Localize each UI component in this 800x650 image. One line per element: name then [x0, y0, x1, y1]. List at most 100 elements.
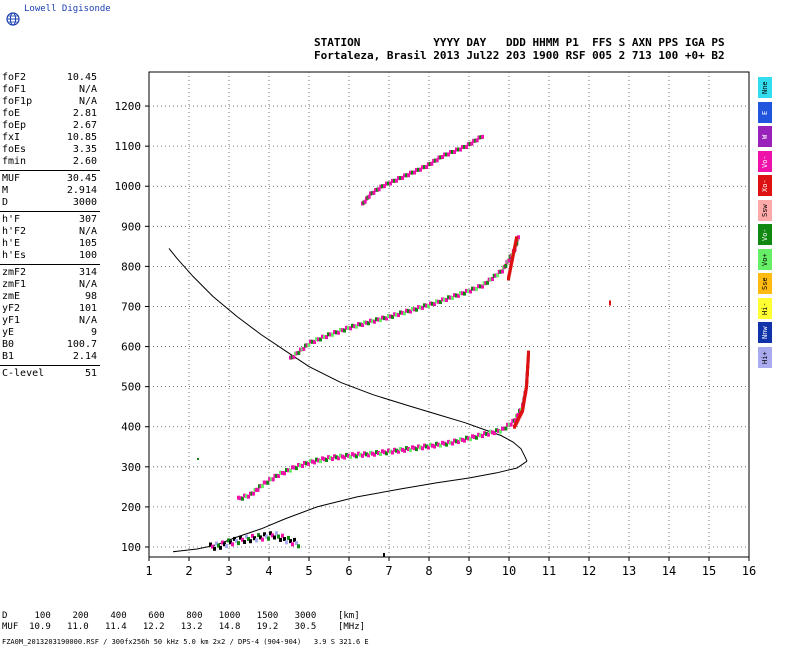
y-tick-label: 1200 [115, 100, 142, 113]
param-row: foF2 10.45 [0, 72, 100, 84]
trace-2f-point [491, 277, 494, 281]
trace-2f-point [473, 286, 476, 291]
y-tick-label: 700 [121, 300, 141, 313]
trace-x-point [525, 382, 529, 387]
trace-f-point [321, 456, 324, 461]
trace-3f-point [451, 150, 454, 154]
trace-f-point [415, 447, 418, 452]
trace-3f-point [379, 184, 383, 189]
trace-3f-point [457, 147, 460, 152]
trace-3f-point [426, 162, 430, 167]
param-separator [0, 211, 100, 212]
trace-f-point [355, 454, 358, 459]
trace-f-point [383, 450, 386, 455]
trace-x-point [525, 380, 529, 385]
trace-3f-point [472, 138, 476, 143]
trace-f-point [349, 454, 352, 459]
trace-f-point [329, 456, 332, 460]
trace-3f-point [381, 184, 384, 189]
trace-e-point [217, 543, 220, 548]
trace-f-point [268, 477, 272, 482]
trace-f-point [363, 451, 366, 456]
trace-2f-point [395, 312, 398, 317]
param-row: foEs 3.35 [0, 144, 100, 156]
trace-f-point [239, 496, 242, 501]
param-key: B1 [2, 351, 15, 362]
trace-e-point [287, 535, 290, 540]
trace-f-point [397, 449, 400, 454]
trace-f-point [333, 454, 336, 459]
param-value: 9 [90, 327, 97, 338]
trace-e-point [253, 536, 256, 541]
trace-3f-point [375, 187, 379, 192]
trace-f-point [301, 464, 304, 468]
trace-f-point [451, 441, 454, 446]
trace-2f-point [337, 330, 340, 335]
trace-f-point [419, 445, 422, 450]
trace-f-point [487, 432, 490, 437]
trace-f-point [477, 432, 480, 437]
trace-2f-point [309, 339, 312, 344]
param-row: foF1 N/A [0, 84, 100, 96]
trace-2f-point [435, 299, 438, 304]
trace-f-point [499, 429, 502, 434]
brand-name: Lowell Digisonde [24, 4, 111, 14]
trace-2f-point [441, 297, 444, 302]
trace-x-point [525, 371, 529, 376]
param-value: 100.7 [66, 339, 97, 350]
trace-e-point [211, 544, 214, 549]
trace-3f-point [459, 147, 462, 152]
param-separator [0, 264, 100, 265]
trace-3f-point [466, 142, 470, 147]
trace-3f-point [437, 155, 441, 160]
trace-3f-point [421, 165, 424, 170]
param-value: 30.45 [66, 173, 97, 184]
param-value: N/A [78, 279, 97, 290]
trace-e-point [231, 542, 234, 547]
trace-f-point [495, 428, 498, 433]
trace-2f-point [405, 308, 408, 313]
trace-2f-point [335, 330, 338, 335]
trace-3f-point [391, 178, 394, 183]
trace-2f-point [373, 319, 376, 324]
trace-3f-point [475, 138, 479, 143]
trace-2f-point [292, 354, 296, 359]
trace-e-point [275, 531, 278, 536]
trace-f-point [509, 422, 513, 427]
trace-f-point [445, 442, 448, 447]
trace-f-point [437, 442, 440, 447]
trace-f-point [252, 491, 255, 496]
param-value: 2.14 [72, 351, 97, 362]
trace-3f-point [468, 141, 472, 146]
trace-x2-point [514, 240, 518, 245]
trace-2f-point [443, 297, 446, 302]
x-tick-label: 7 [385, 564, 392, 578]
param-key: foF1p [2, 96, 33, 107]
trace-f-point [339, 453, 342, 458]
trace-2f-point [375, 317, 378, 322]
param-row: yE 9 [0, 327, 100, 339]
trace-f-point [266, 480, 270, 485]
trace-2f-point [403, 311, 406, 316]
trace-2f-point [451, 295, 454, 300]
param-row: M 2.914 [0, 185, 100, 197]
trace-2f-point [417, 305, 420, 310]
trace-f-point [504, 426, 508, 431]
x-tick-label: 11 [542, 564, 556, 578]
trace-e-point [243, 540, 246, 544]
trace-3f-point [477, 135, 481, 140]
param-row: foF1p N/A [0, 96, 100, 108]
param-value: 10.85 [66, 132, 97, 143]
trace-2f-point [383, 316, 386, 321]
y-tick-label: 600 [121, 341, 141, 354]
trace-3f-point [453, 150, 456, 154]
trace-2f-point [447, 295, 450, 300]
trace-f-point [491, 430, 494, 435]
trace-2f-point [427, 304, 430, 309]
trace-f-point [473, 435, 476, 439]
trace-f-point [409, 448, 412, 452]
trace-2f-point [425, 303, 428, 308]
trace-3f-point [417, 167, 420, 172]
ionogram-chart: 1 2 3 4 5 6 7 8 9 10 11 12 13 14 15 1610020030040050060… [115, 71, 756, 578]
trace-x-point [527, 350, 530, 355]
